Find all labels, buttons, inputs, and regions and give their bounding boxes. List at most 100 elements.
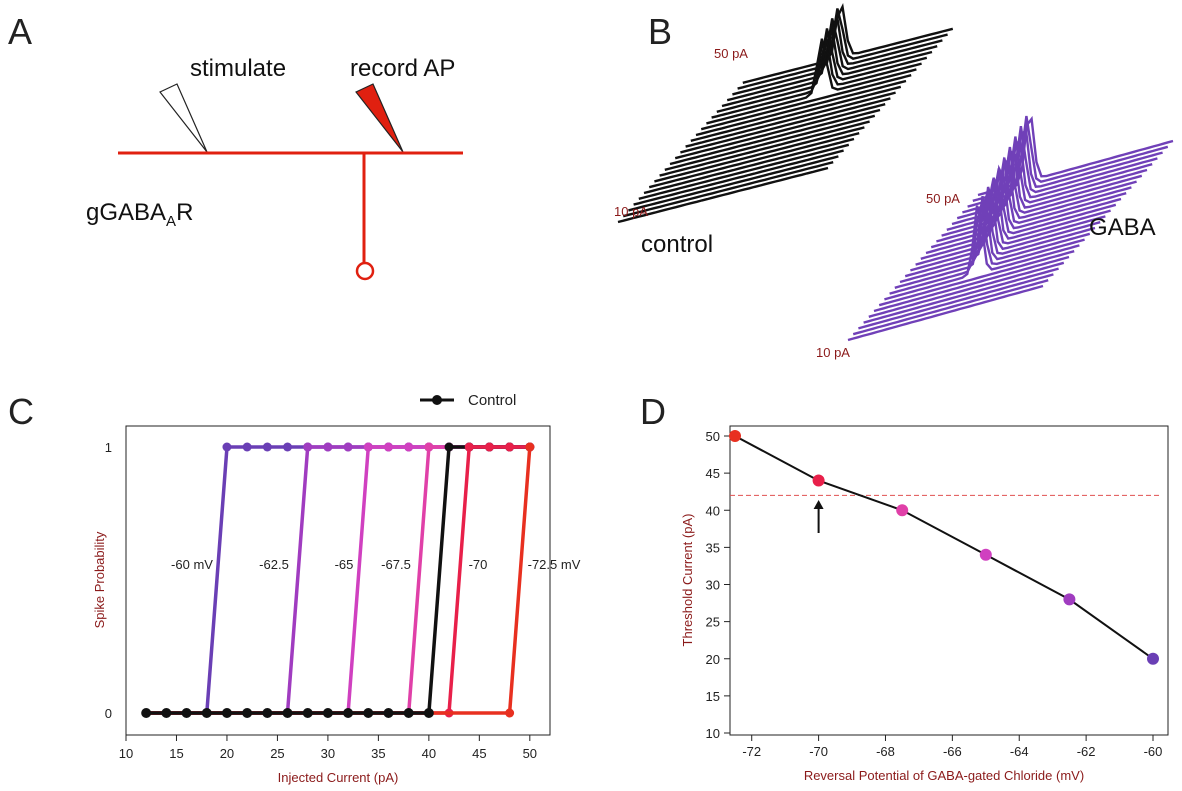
- series-label: -62.5: [259, 557, 289, 572]
- series-label: -72.5 mV: [528, 557, 581, 572]
- trace-line: [894, 195, 1091, 289]
- trace-line: [633, 149, 844, 206]
- x-tick-label: -66: [943, 744, 962, 759]
- series-label: -65: [335, 557, 354, 572]
- trace-line: [904, 186, 1101, 278]
- panel-b-label: B: [648, 11, 672, 52]
- trace-line: [915, 177, 1111, 266]
- trace-line: [941, 146, 1137, 237]
- chart-d-ticks: -72 -70 -68 -66 -64 -62 -60 10 15 20 25 30 35 40 45 50: [706, 429, 1163, 759]
- series-line: [146, 445, 530, 715]
- panel-c: C 10 15 20 25 30 35 40 45 50 0 1 -60 mV -62.5 -65 -67…: [8, 391, 581, 785]
- trace-line: [920, 168, 1117, 260]
- chart-d-frame: [729, 425, 1169, 736]
- recording-electrode-icon: [355, 83, 404, 153]
- x-tick-label: -72: [742, 744, 761, 759]
- trace-line: [648, 132, 860, 189]
- series-line: [146, 445, 530, 715]
- x-tick-label: 45: [472, 746, 486, 761]
- x-tick-label: 40: [422, 746, 436, 761]
- record-label: record AP: [350, 55, 455, 82]
- trace-line: [638, 143, 850, 200]
- x-tick-label: 25: [270, 746, 284, 761]
- chart-c-frame: [125, 425, 551, 736]
- arrow-icon: [813, 500, 824, 533]
- chart-d-xlabel: Reversal Potential of GABA-gated Chlorid…: [804, 768, 1084, 783]
- gaba-top-label: 50 pA: [926, 191, 960, 206]
- trace-line: [617, 166, 829, 224]
- trace-line: [726, 18, 938, 102]
- trace-line: [910, 179, 1106, 272]
- trace-line: [873, 255, 1070, 313]
- trace-line: [669, 108, 881, 166]
- x-tick-label: -62: [1077, 744, 1096, 759]
- x-tick-label: -60: [1144, 744, 1163, 759]
- data-point: [303, 442, 313, 452]
- trace-line: [878, 250, 1075, 307]
- trace-line: [863, 267, 1059, 324]
- data-point: [505, 442, 515, 452]
- trace-line: [936, 156, 1132, 243]
- panel-c-label: C: [8, 391, 34, 432]
- series-line: [146, 445, 530, 715]
- data-point: [262, 442, 272, 452]
- y-tick-label: 1: [105, 440, 112, 455]
- trace-line: [680, 97, 891, 154]
- panel-b: B 50 pA 10 pA control 50 pA 10 pA GABA: [614, 3, 1174, 360]
- data-point: [812, 474, 825, 487]
- trace-line: [852, 279, 1049, 336]
- soma-icon: [355, 261, 375, 281]
- trace-line: [628, 155, 839, 212]
- trace-line: [685, 91, 896, 148]
- data-point: [404, 442, 414, 452]
- data-point: [383, 442, 393, 452]
- x-tick-label: -70: [809, 744, 828, 759]
- trace-line: [700, 74, 912, 131]
- trace-line: [858, 273, 1054, 330]
- panel-d-label: D: [640, 391, 666, 432]
- trace-line: [643, 137, 855, 195]
- trace-line: [664, 114, 876, 171]
- trace-line: [899, 190, 1096, 284]
- data-point: [242, 442, 252, 452]
- series-label: -70: [469, 557, 488, 572]
- gaba-name: GABA: [1089, 214, 1156, 241]
- trace-line: [930, 157, 1127, 249]
- data-point: [283, 442, 293, 452]
- trace-line: [706, 38, 917, 125]
- x-tick-label: -68: [876, 744, 895, 759]
- trace-line: [847, 284, 1044, 342]
- data-point: [896, 504, 909, 517]
- trace-line: [951, 136, 1148, 226]
- trace-line: [622, 161, 834, 218]
- data-point: [729, 430, 741, 442]
- trace-line: [674, 103, 886, 160]
- chart-d-ylabel: Threshold Current (pA): [680, 514, 695, 647]
- control-top-label: 50 pA: [714, 46, 748, 61]
- data-point: [484, 442, 494, 452]
- trace-line: [721, 27, 933, 108]
- trace-line: [977, 115, 1174, 197]
- series-line: [146, 445, 530, 715]
- trace-line: [946, 148, 1143, 231]
- trace-line: [695, 79, 907, 137]
- trace-line: [654, 126, 865, 183]
- series-line: [146, 445, 530, 715]
- arrow-head: [813, 500, 824, 509]
- trace-line: [742, 3, 954, 84]
- trace-line: [956, 141, 1153, 220]
- trace-line: [690, 85, 902, 142]
- y-tick-label: 0: [105, 706, 112, 721]
- chart-d-series-line: [734, 435, 1154, 660]
- chart-c-series: [141, 442, 535, 718]
- gaba-traces: [847, 115, 1174, 342]
- chart-c-xlabel: Injected Current (pA): [278, 770, 399, 785]
- trace-line: [737, 8, 948, 90]
- trace-line: [972, 115, 1169, 202]
- data-point: [343, 442, 353, 452]
- data-point: [363, 442, 373, 452]
- data-point: [979, 548, 992, 561]
- chart-c-ylabel: Spike Probability: [92, 531, 107, 628]
- data-point: [424, 442, 434, 452]
